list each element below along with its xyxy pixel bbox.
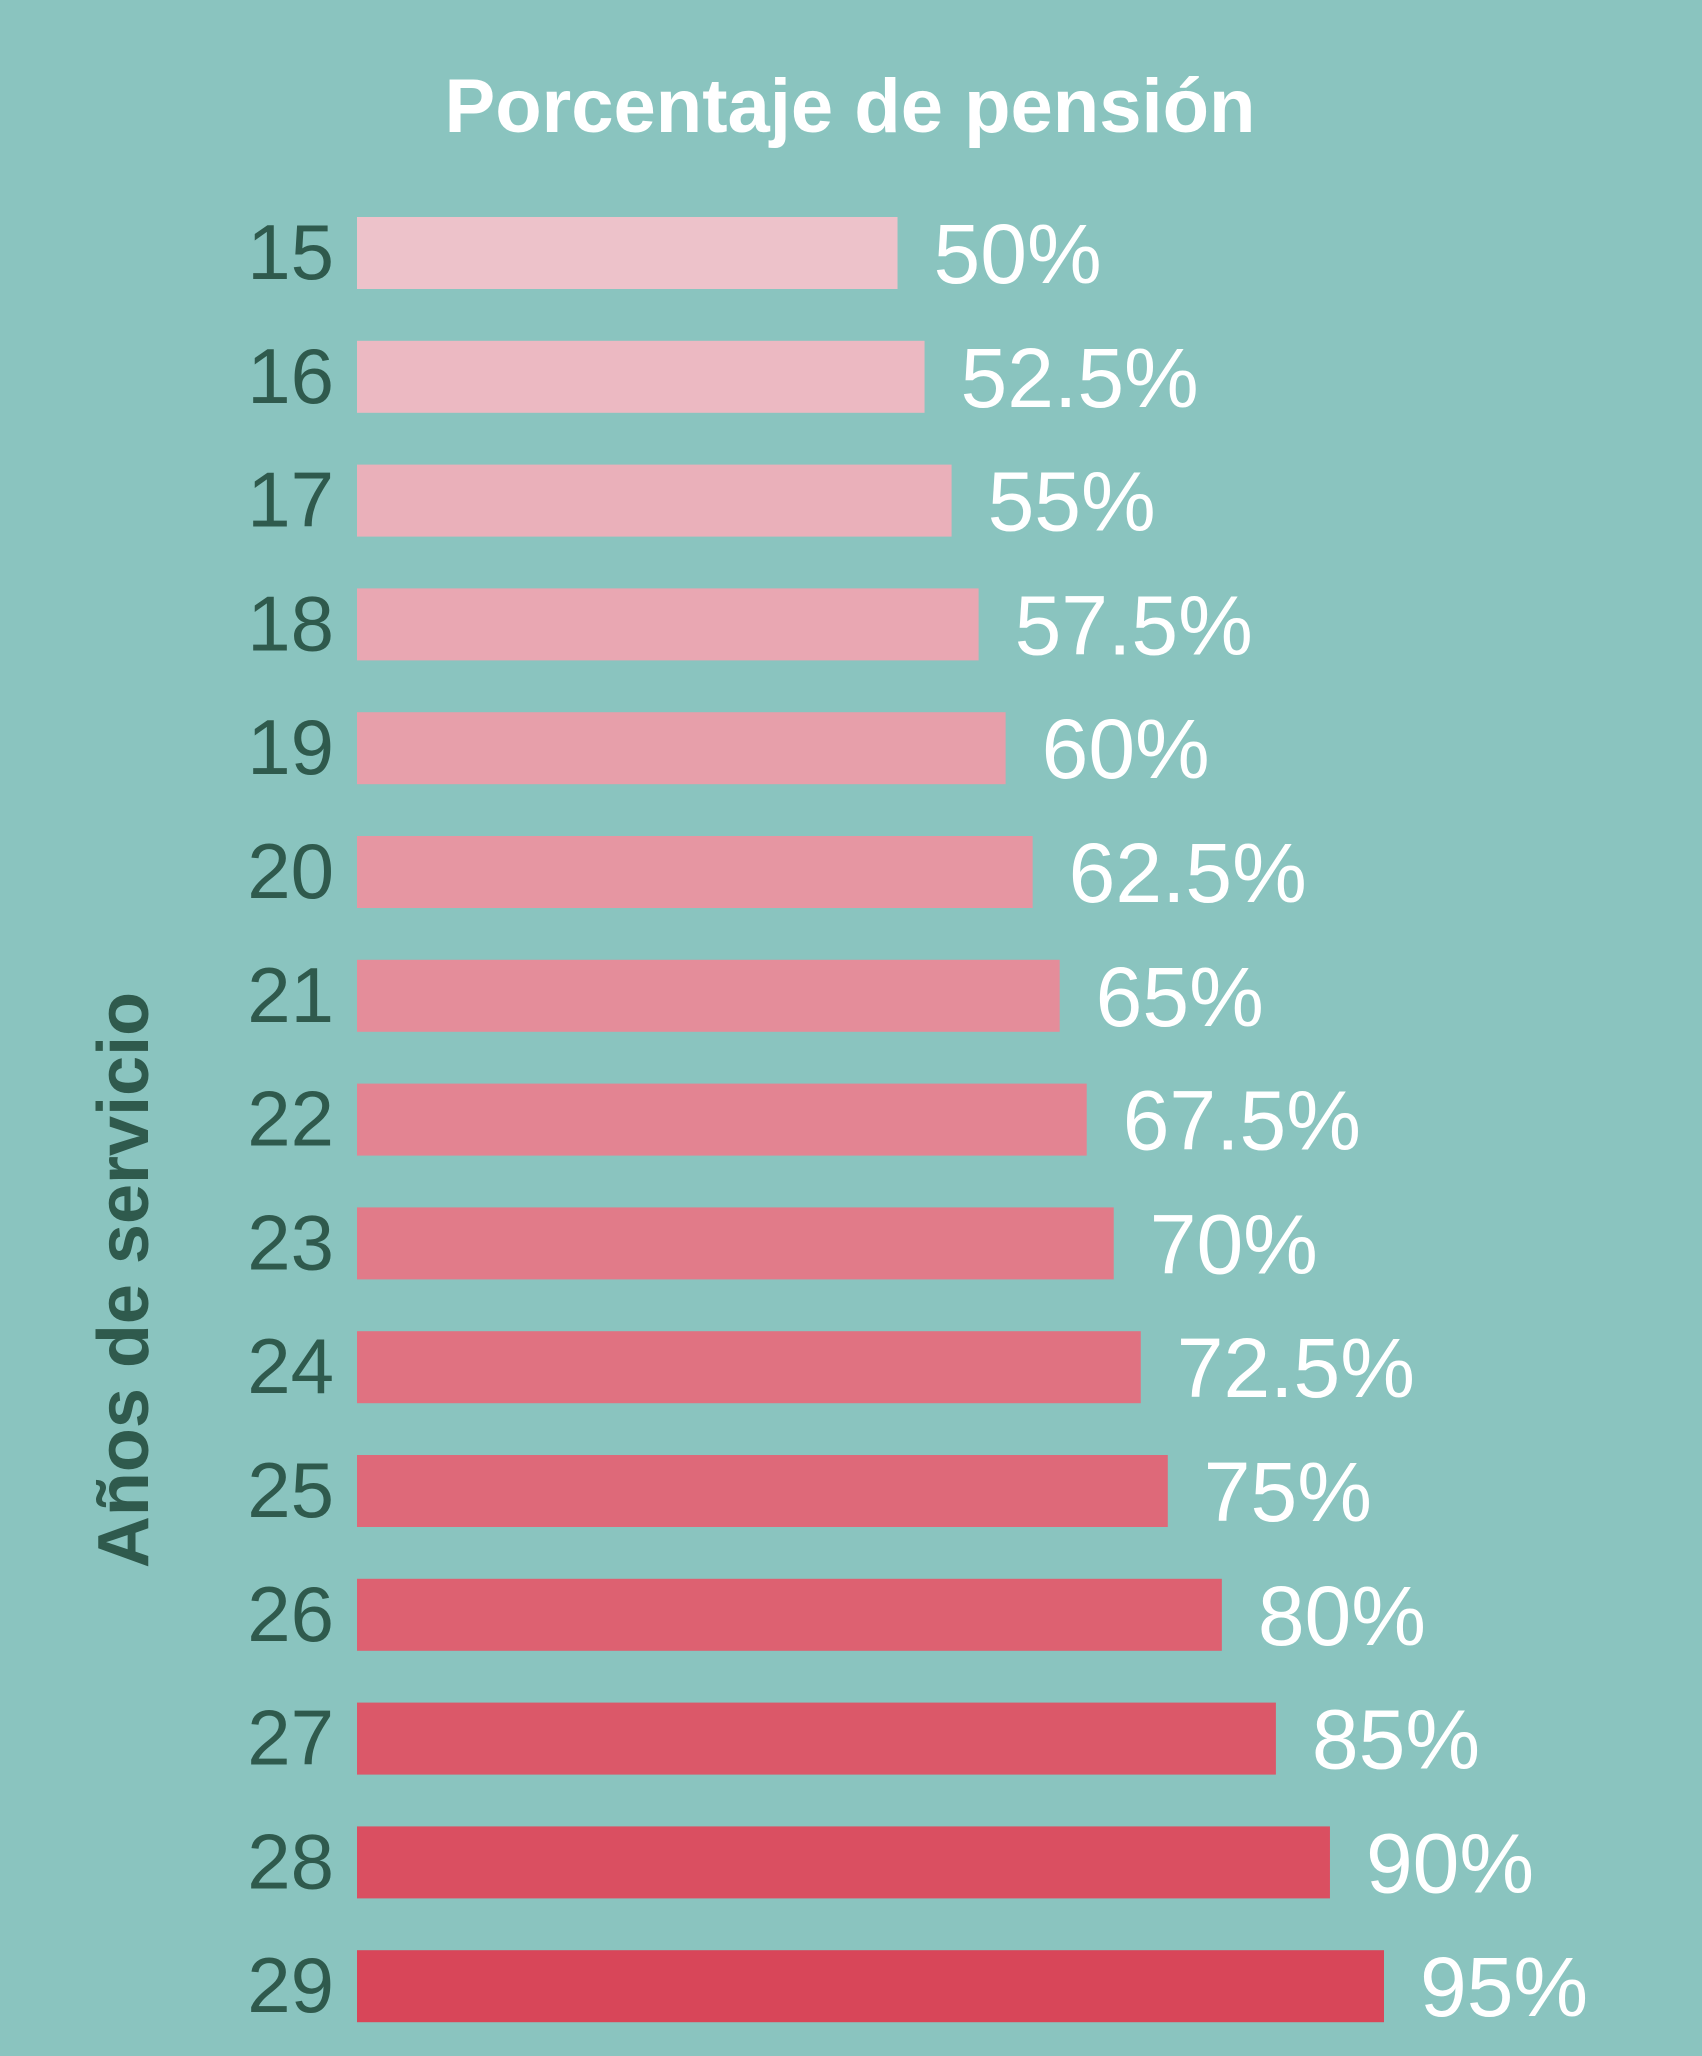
data-label: 72.5%	[1177, 1321, 1415, 1415]
chart-title: Porcentaje de pensión	[445, 64, 1256, 149]
y-tick-label: 23	[247, 1198, 334, 1286]
data-label: 85%	[1312, 1693, 1480, 1787]
y-tick-label: 25	[247, 1446, 334, 1534]
data-label: 80%	[1258, 1569, 1426, 1663]
y-tick-label: 21	[247, 951, 334, 1039]
y-tick-label: 16	[247, 332, 334, 420]
bar	[357, 836, 1033, 908]
bar	[357, 1826, 1330, 1899]
bar	[357, 712, 1006, 785]
bar	[357, 1331, 1141, 1404]
data-label: 95%	[1420, 1940, 1588, 2034]
y-tick-label: 22	[247, 1075, 334, 1163]
data-label: 62.5%	[1069, 826, 1307, 920]
data-label: 67.5%	[1123, 1074, 1361, 1168]
bar	[357, 959, 1060, 1032]
data-label: 52.5%	[961, 331, 1199, 425]
bar	[357, 1950, 1384, 2023]
y-tick-label: 19	[247, 703, 334, 791]
data-label: 75%	[1204, 1445, 1372, 1539]
y-tick-label: 17	[247, 456, 334, 544]
data-label: 65%	[1096, 950, 1264, 1044]
bar	[357, 464, 952, 537]
data-label: 57.5%	[1015, 578, 1253, 672]
y-tick-label: 27	[247, 1694, 334, 1782]
data-label: 90%	[1366, 1816, 1534, 1910]
data-label: 55%	[988, 455, 1156, 549]
bar	[357, 1083, 1087, 1156]
data-label: 60%	[1042, 702, 1210, 796]
bar	[357, 588, 979, 661]
data-label: 50%	[934, 207, 1102, 301]
y-tick-label: 26	[247, 1570, 334, 1658]
y-tick-label: 24	[247, 1322, 334, 1410]
bar	[357, 1578, 1222, 1651]
y-axis-label: Años de servicio	[84, 992, 164, 1568]
bars-group: 15 50% 16 52.5% 17 55% 18 57.5% 19 60% 20 62.5% 21 65…	[247, 207, 1588, 2034]
bar	[357, 217, 898, 289]
bar	[357, 1207, 1114, 1280]
bar	[357, 1702, 1276, 1775]
y-tick-label: 28	[247, 1817, 334, 1905]
y-tick-label: 18	[247, 579, 334, 667]
y-tick-label: 15	[247, 208, 334, 296]
y-tick-label: 29	[247, 1941, 334, 2029]
y-tick-label: 20	[247, 827, 334, 915]
bar	[357, 1455, 1168, 1527]
bar	[357, 340, 925, 413]
data-label: 70%	[1150, 1197, 1318, 1291]
